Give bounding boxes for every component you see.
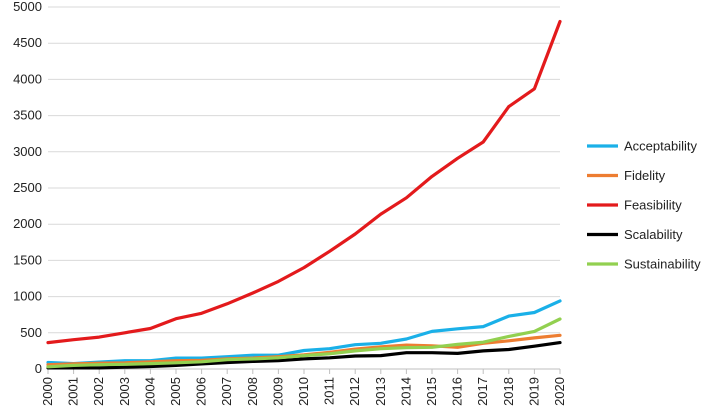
x-tick-label: 2020 bbox=[552, 377, 567, 406]
y-tick-label: 2500 bbox=[13, 180, 42, 195]
legend-label-acceptability: Acceptability bbox=[624, 139, 697, 154]
y-tick-label: 1500 bbox=[13, 252, 42, 267]
x-tick-label: 2016 bbox=[450, 377, 465, 406]
x-axis: 2000 2001 2002 2003 2004 2005 2006 2007 2008 2009… bbox=[40, 368, 567, 406]
y-tick-label: 4000 bbox=[13, 71, 42, 86]
x-tick-label: 2006 bbox=[194, 377, 209, 406]
gridlines bbox=[48, 6, 560, 334]
y-tick-label: 3500 bbox=[13, 108, 42, 123]
x-tick-label: 2005 bbox=[168, 377, 183, 406]
series-line-feasibility bbox=[46, 19, 562, 345]
x-tick-label: 2009 bbox=[270, 377, 285, 406]
x-tick-label: 2010 bbox=[296, 377, 311, 406]
legend-label-feasibility: Feasibility bbox=[624, 198, 682, 213]
x-tick-label: 2019 bbox=[526, 377, 541, 406]
x-tick-label: 2011 bbox=[322, 377, 337, 405]
x-tick-label: 2008 bbox=[245, 377, 260, 406]
y-tick-label: 1000 bbox=[13, 289, 42, 304]
x-tick-label: 2001 bbox=[66, 377, 81, 406]
legend-label-fidelity: Fidelity bbox=[624, 168, 666, 183]
x-tick-label: 2015 bbox=[424, 377, 439, 406]
legend-label-sustainability: Sustainability bbox=[624, 257, 701, 272]
y-axis-ticks: 0 500 1000 1500 2000 2500 3000 3500 4000 4500 5000 bbox=[13, 0, 42, 376]
x-tick-label: 2007 bbox=[219, 377, 234, 406]
x-tick-label: 2013 bbox=[373, 377, 388, 406]
y-tick-label: 3000 bbox=[13, 144, 42, 159]
y-tick-label: 0 bbox=[35, 361, 42, 376]
x-tick-label: 2012 bbox=[347, 377, 362, 406]
legend: Acceptability Fidelity Feasibility Scalabil… bbox=[587, 139, 701, 272]
x-tick-label: 2017 bbox=[475, 377, 490, 406]
y-tick-label: 4500 bbox=[13, 35, 42, 50]
x-tick-label: 2004 bbox=[142, 377, 157, 406]
series-line-scalability bbox=[46, 341, 562, 370]
x-tick-label: 2018 bbox=[501, 377, 516, 406]
x-tick-label: 2003 bbox=[117, 377, 132, 406]
series-line-acceptability bbox=[46, 299, 562, 366]
y-tick-label: 500 bbox=[20, 325, 42, 340]
y-tick-label: 2000 bbox=[13, 216, 42, 231]
series-lines bbox=[46, 19, 562, 370]
legend-label-scalability: Scalability bbox=[624, 227, 683, 242]
series-line-sustainability bbox=[46, 317, 562, 369]
x-tick-label: 2000 bbox=[40, 377, 55, 406]
x-tick-label: 2014 bbox=[398, 377, 413, 406]
y-tick-label: 5000 bbox=[13, 0, 42, 14]
x-tick-label: 2002 bbox=[91, 377, 106, 406]
